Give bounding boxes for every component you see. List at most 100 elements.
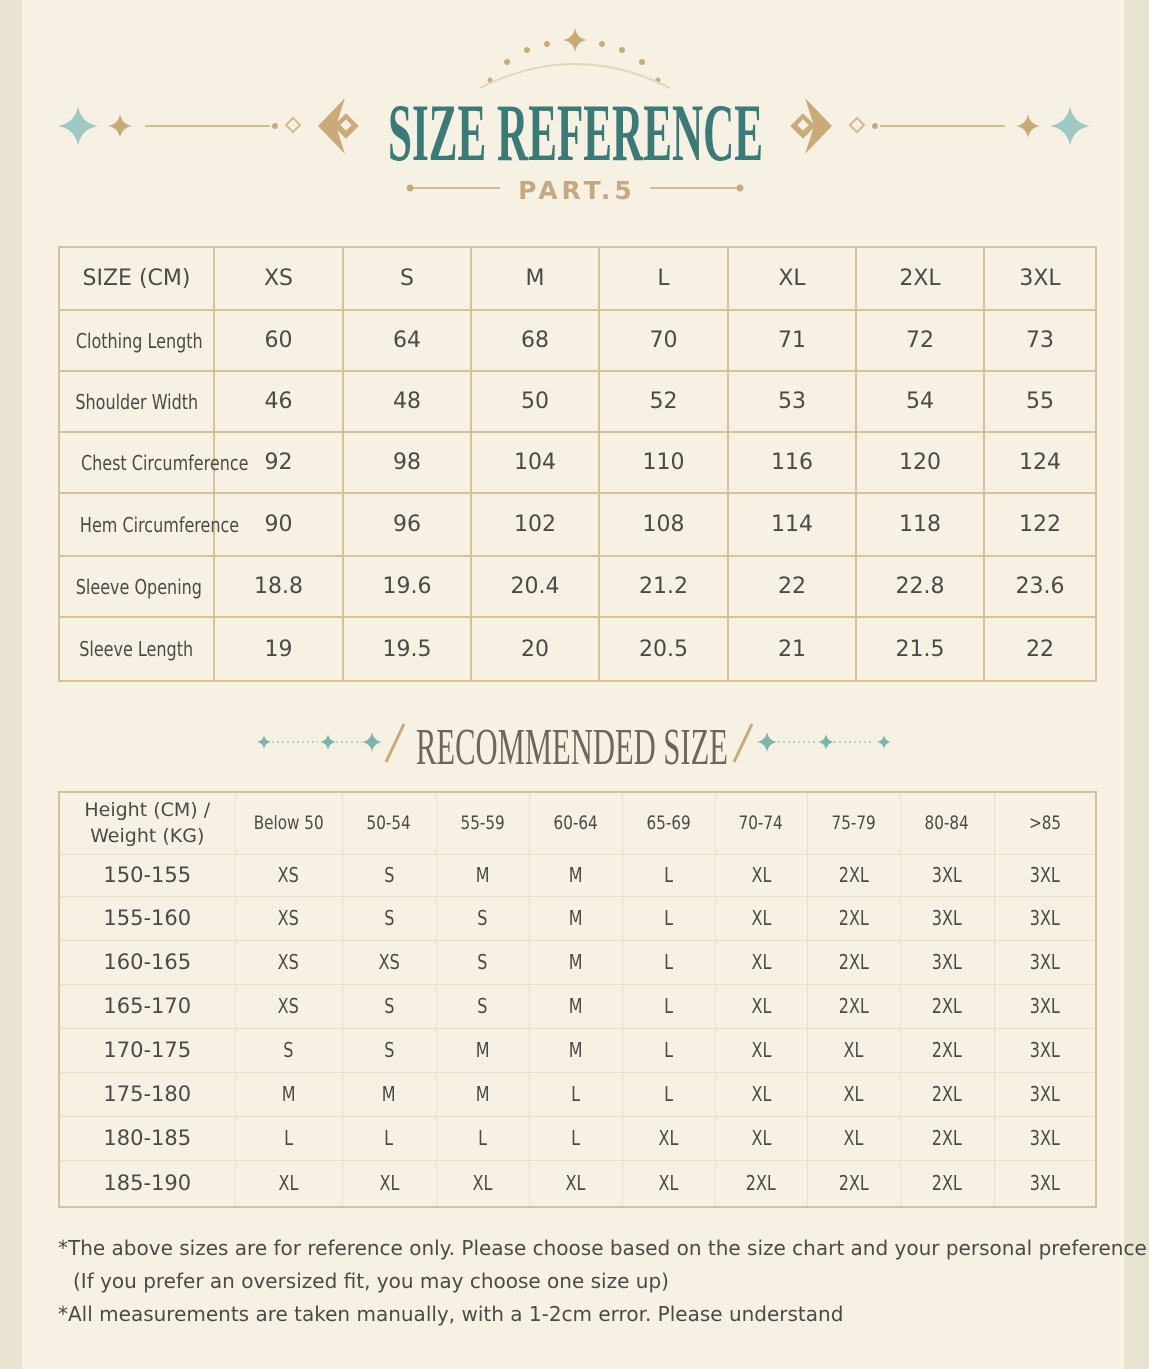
label-text: S <box>383 863 395 887</box>
cell: 3XL <box>993 939 1097 985</box>
label-text: M <box>568 994 583 1018</box>
label-text: XS <box>277 906 300 930</box>
section-title: RECOMMENDED SIZE <box>416 719 728 776</box>
cell: 21 <box>727 616 857 682</box>
row: 150-155 XS S M M L XL 2XL 3XL 3XL <box>58 853 1097 897</box>
cell: 19.5 <box>342 616 472 682</box>
label-text: XL <box>658 1126 679 1150</box>
cell: 2XL <box>806 853 901 897</box>
row: 175-180 M M M L L XL XL 2XL 3XL <box>58 1071 1097 1117</box>
label-text: >85 <box>1028 812 1061 835</box>
label-text: 50-54 <box>366 812 412 835</box>
row-label: Sleeve Opening <box>58 555 215 618</box>
cell: 22 <box>727 555 857 618</box>
label-text: L <box>664 906 673 930</box>
label-text: M <box>568 950 583 974</box>
cell: 80-84 <box>899 791 995 855</box>
cell: 96 <box>342 492 472 557</box>
decorations: SIZE REFERENCE PART.5 RECOMMENDED SIZE <box>58 28 1090 776</box>
cell: XL <box>528 1159 623 1208</box>
cell: XL <box>714 939 808 985</box>
cell: M <box>528 853 623 897</box>
cell: 22 <box>983 616 1097 682</box>
cell: 21.5 <box>855 616 985 682</box>
label-text: L <box>664 1038 673 1062</box>
cell: 18.8 <box>213 555 344 618</box>
label-text: M <box>475 1082 490 1106</box>
cell: 23.6 <box>983 555 1097 618</box>
cell: 2XL <box>899 983 995 1029</box>
cell: M <box>528 895 623 941</box>
cell: 3XL <box>899 939 995 985</box>
label-text: 2XL <box>838 1171 869 1196</box>
cell: 98 <box>342 431 472 494</box>
cell: 70 <box>598 309 729 372</box>
row-label: 185-190 <box>58 1159 236 1208</box>
note: *The above sizes are for reference only.… <box>58 1236 1147 1260</box>
cell: XS <box>213 246 344 311</box>
cell: 2XL <box>899 1027 995 1073</box>
cell: XL <box>435 1159 530 1208</box>
label-text: L <box>284 1126 293 1150</box>
label-text: 2XL <box>838 863 869 887</box>
cell: 2XL <box>806 983 901 1029</box>
row: Shoulder Width 46 48 50 52 53 54 55 <box>58 370 1097 433</box>
cell: L <box>341 1115 437 1161</box>
label-text: Sleeve Opening <box>75 574 202 599</box>
label-text: XS <box>277 863 300 887</box>
cell: S <box>435 895 530 941</box>
cell: 3XL <box>993 1027 1097 1073</box>
cell: XL <box>714 983 808 1029</box>
cell: 60 <box>213 309 344 372</box>
cell: XS <box>234 939 343 985</box>
cell: 48 <box>342 370 472 433</box>
cell: 2XL <box>806 895 901 941</box>
cell: S <box>342 246 472 311</box>
cell: Below 50 <box>234 791 343 855</box>
label-text: 3XL <box>931 863 963 887</box>
label-text: XL <box>843 1038 864 1062</box>
label-text: L <box>384 1126 394 1150</box>
row-label: Chest Circumference <box>58 431 248 494</box>
label-text: L <box>664 1082 673 1106</box>
cell: S <box>341 983 437 1029</box>
cell: 2XL <box>899 1115 995 1161</box>
label-text: XL <box>565 1171 586 1196</box>
label-text: 2XL <box>838 994 869 1018</box>
row: Hem Circumference 90 96 102 108 114 118 122 <box>58 492 1097 557</box>
row: Sleeve Opening 18.8 19.6 20.4 21.2 22 22.8 23.6 <box>58 555 1097 618</box>
cell: 70-74 <box>714 791 808 855</box>
cell: 3XL <box>899 895 995 941</box>
cell: 50 <box>470 370 600 433</box>
cell: L <box>621 939 716 985</box>
cell: 108 <box>598 492 729 557</box>
label-text: L <box>664 950 673 974</box>
row-label: Shoulder Width <box>58 370 215 433</box>
cell: XL <box>714 1115 808 1161</box>
label-text: 55-59 <box>460 812 505 835</box>
label-text: 65-69 <box>646 812 691 835</box>
cell: 3XL <box>899 853 995 897</box>
cell: 2XL <box>899 1159 995 1208</box>
cell: L <box>621 1027 716 1073</box>
cell: XL <box>806 1115 901 1161</box>
cell: 3XL <box>993 895 1097 941</box>
label-text: 3XL <box>931 950 963 974</box>
label-text: 3XL <box>1029 906 1060 930</box>
label-text: XL <box>379 1171 399 1196</box>
row: Sleeve Length 19 19.5 20 20.5 21 21.5 22 <box>58 616 1097 682</box>
label-text: L <box>478 1126 487 1150</box>
label-text: 2XL <box>931 1126 963 1150</box>
label-text: 2XL <box>838 950 869 974</box>
label-text: XS <box>277 950 300 974</box>
cell: 90 <box>213 492 344 557</box>
cell: S <box>341 895 437 941</box>
cell: Height (CM) / Weight (KG) <box>58 791 236 855</box>
cell: 2XL <box>806 1159 901 1208</box>
label-text: M <box>475 1038 490 1062</box>
label-text: 3XL <box>1029 1171 1060 1196</box>
recommend-table: Height (CM) / Weight (KG) Below 50 50-54 55… <box>58 791 1097 1208</box>
label-text: Chest Circumference <box>80 450 249 475</box>
label-text: S <box>283 1038 294 1062</box>
cell: L <box>528 1115 623 1161</box>
